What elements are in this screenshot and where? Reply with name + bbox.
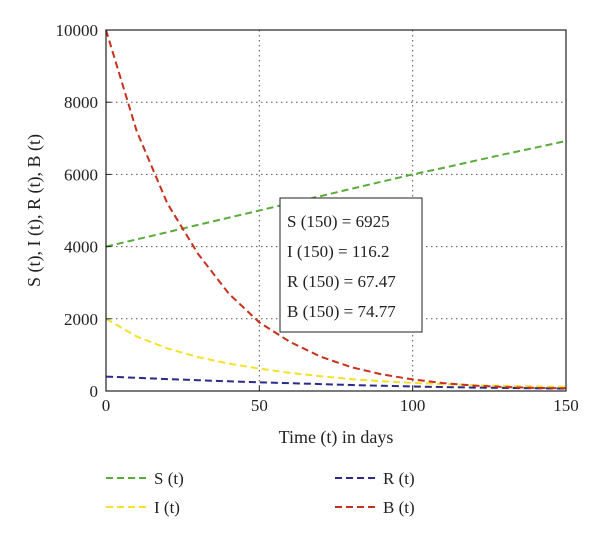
x-tick-label: 100: [400, 396, 426, 415]
x-tick-label: 50: [251, 396, 268, 415]
legend-label: I (t): [154, 498, 180, 517]
legend-label: B (t): [383, 498, 415, 517]
annotation-text: S (150) = 6925: [287, 212, 390, 231]
axis-ticks: 0 50 100 150 0 2000 4000 6000 8000 10000: [56, 21, 579, 415]
annotation-box: S (150) = 6925 I (150) = 116.2 R (150) = 6…: [279, 197, 423, 333]
y-axis-label: S (t), I (t), R (t), B (t): [24, 134, 45, 287]
legend-label: S (t): [154, 469, 184, 488]
legend-label: R (t): [383, 469, 415, 488]
y-tick-label: 8000: [64, 93, 98, 112]
legend: S (t) R (t) I (t) B (t): [106, 469, 415, 517]
y-tick-label: 4000: [64, 238, 98, 257]
annotation-frame: [279, 197, 423, 333]
x-tick-label: 0: [102, 396, 111, 415]
y-tick-label: 2000: [64, 310, 98, 329]
y-tick-label: 0: [90, 382, 99, 401]
x-tick-label: 150: [553, 396, 579, 415]
plot-frame: [105, 29, 567, 392]
annotation-text: R (150) = 67.47: [287, 272, 396, 291]
annotation-text: B (150) = 74.77: [287, 302, 396, 321]
series-lines: [105, 29, 567, 390]
y-tick-label: 6000: [64, 165, 98, 184]
series-line-3: [105, 29, 567, 390]
y-tick-label: 10000: [56, 21, 99, 40]
x-axis-label: Time (t) in days: [279, 427, 394, 448]
annotation-text: I (150) = 116.2: [287, 242, 389, 261]
